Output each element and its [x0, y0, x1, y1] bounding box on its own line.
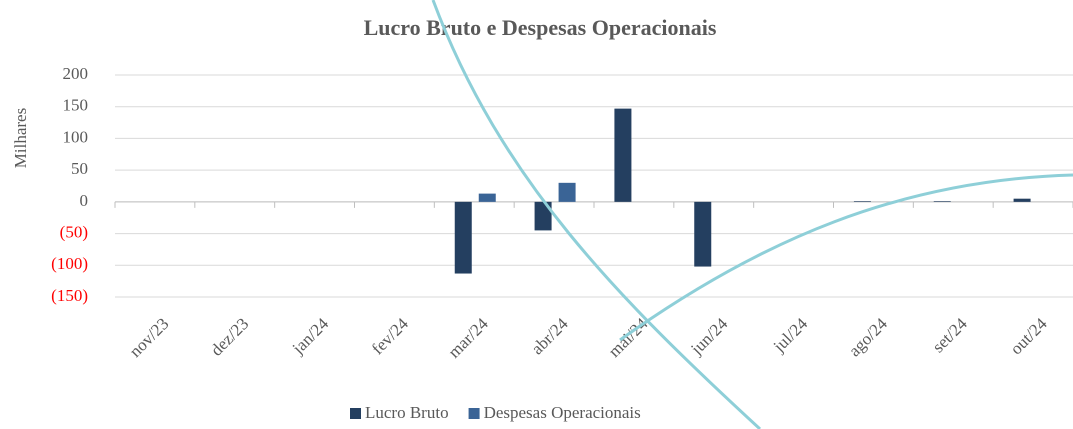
legend-swatch: [350, 408, 361, 419]
bar: [1014, 199, 1031, 202]
x-tick-label: mai/24: [605, 314, 652, 361]
x-tick-label: out/24: [1007, 314, 1052, 359]
x-tick-label: nov/23: [126, 314, 173, 361]
y-tick-label: (150): [51, 286, 88, 305]
legend-swatch: [469, 408, 480, 419]
y-axis-label: Milhares: [11, 108, 30, 168]
decorative-curve: [620, 175, 1073, 340]
x-tick-label: jun/24: [686, 314, 731, 359]
bar: [934, 201, 951, 202]
bar: [455, 202, 472, 274]
y-tick-label: (100): [51, 254, 88, 273]
y-tick-label: 50: [71, 159, 88, 178]
y-tick-label: 100: [63, 127, 89, 146]
bar: [614, 109, 631, 202]
x-tick-label: fev/24: [368, 314, 412, 358]
bar: [694, 202, 711, 267]
y-tick-label: 150: [63, 96, 89, 115]
bar: [854, 201, 871, 202]
x-tick-label: mar/24: [444, 314, 492, 362]
x-tick-label: set/24: [929, 314, 972, 357]
legend-label: Lucro Bruto: [365, 403, 449, 422]
y-tick-label: 200: [63, 64, 89, 83]
x-tick-label: abr/24: [528, 314, 572, 358]
x-tick-label: dez/23: [207, 314, 252, 359]
chart: Lucro Bruto e Despesas Operacionais Milh…: [0, 0, 1073, 429]
x-tick-label: ago/24: [845, 314, 892, 361]
legend-label: Despesas Operacionais: [484, 403, 641, 422]
bar: [479, 194, 496, 202]
bar: [559, 183, 576, 202]
y-tick-label: (50): [60, 222, 88, 241]
plot-area: 200 150 100 50 0 (50) (100) (150) nov/23 dez/23 ja…: [51, 64, 1073, 362]
x-tick-label: jul/24: [769, 314, 812, 357]
x-tick-label: jan/24: [288, 314, 333, 359]
chart-title: Lucro Bruto e Despesas Operacionais: [364, 15, 717, 40]
y-tick-label: 0: [80, 191, 89, 210]
